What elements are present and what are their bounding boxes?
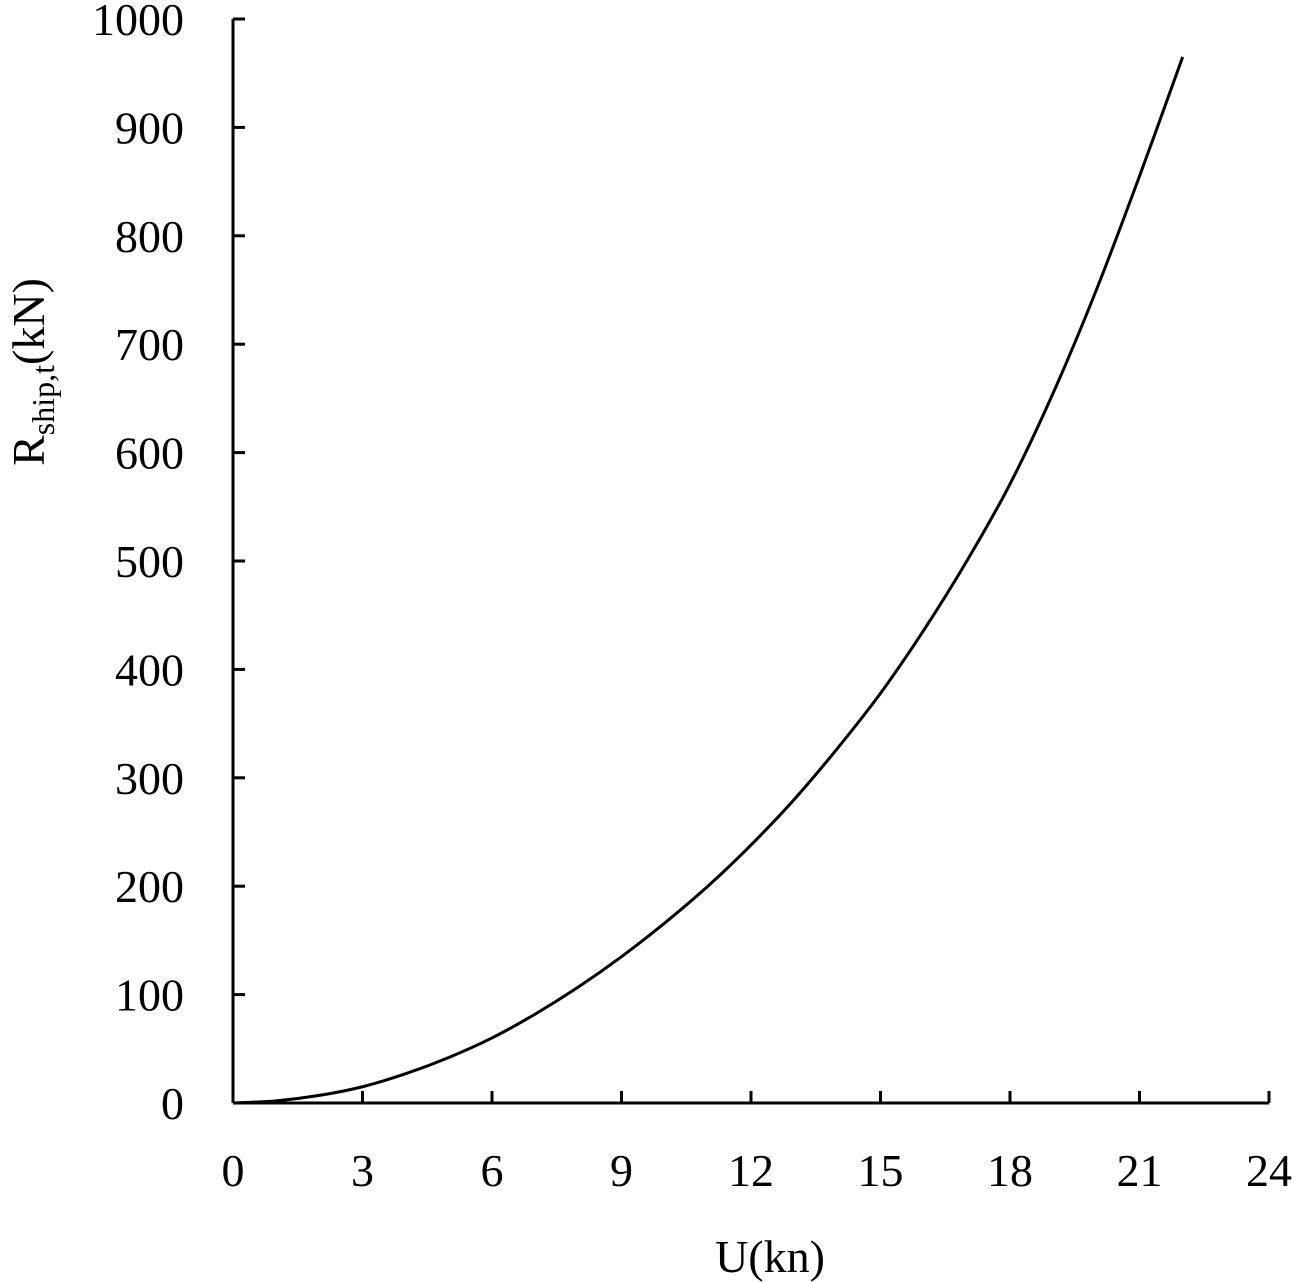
data-point bbox=[447, 1056, 450, 1059]
y-axis-title-main: R bbox=[3, 435, 54, 466]
x-tick-label: 3 bbox=[351, 1145, 374, 1196]
y-tick-label: 600 bbox=[115, 428, 184, 479]
x-axis-title: U(kn) bbox=[715, 1231, 825, 1282]
x-tick-label: 24 bbox=[1246, 1145, 1292, 1196]
data-point bbox=[275, 1099, 278, 1102]
x-tick-label: 0 bbox=[222, 1145, 245, 1196]
data-point bbox=[965, 560, 968, 563]
data-point bbox=[706, 885, 709, 888]
x-axis-ticks: 0 3 6 9 12 15 18 21 24 bbox=[222, 1091, 1292, 1196]
y-tick-label: 800 bbox=[115, 211, 184, 262]
data-point bbox=[491, 1036, 494, 1039]
x-tick-label: 12 bbox=[728, 1145, 774, 1196]
data-point bbox=[879, 692, 882, 695]
data-point bbox=[1138, 175, 1141, 178]
data-point bbox=[663, 922, 666, 925]
x-tick-label: 21 bbox=[1117, 1145, 1163, 1196]
y-tick-label: 400 bbox=[115, 644, 184, 695]
data-point bbox=[1095, 289, 1098, 292]
x-tick-label: 9 bbox=[610, 1145, 633, 1196]
data-point bbox=[232, 1102, 235, 1105]
series-layer bbox=[232, 55, 1185, 1105]
y-tick-label: 700 bbox=[115, 319, 184, 370]
y-axis-ticks: 0 100 200 300 400 500 600 700 800 900 1000 bbox=[92, 0, 245, 1129]
y-tick-label: 300 bbox=[115, 753, 184, 804]
y-axis-title: Rship,t(kN) bbox=[3, 278, 61, 466]
x-tick-label: 18 bbox=[987, 1145, 1033, 1196]
y-tick-label: 0 bbox=[161, 1078, 184, 1129]
data-point bbox=[404, 1072, 407, 1075]
data-point bbox=[534, 1013, 537, 1016]
data-point bbox=[620, 955, 623, 958]
data-point bbox=[577, 986, 580, 989]
y-axis-title-unit: (kN) bbox=[3, 278, 54, 365]
data-point bbox=[361, 1085, 364, 1088]
data-point bbox=[750, 844, 753, 847]
x-tick-label: 15 bbox=[858, 1145, 904, 1196]
series-line bbox=[232, 56, 1185, 1105]
y-tick-label: 900 bbox=[115, 102, 184, 153]
data-point bbox=[793, 798, 796, 801]
data-point bbox=[318, 1094, 321, 1097]
data-point bbox=[1181, 55, 1184, 58]
x-tick-label: 6 bbox=[481, 1145, 504, 1196]
data-point bbox=[922, 629, 925, 632]
data-point bbox=[1052, 391, 1055, 394]
y-tick-label: 200 bbox=[115, 861, 184, 912]
axes bbox=[231, 19, 1269, 1105]
y-tick-label: 100 bbox=[115, 970, 184, 1021]
y-tick-label: 500 bbox=[115, 536, 184, 587]
y-tick-label: 1000 bbox=[92, 0, 184, 45]
data-point bbox=[1009, 483, 1012, 486]
y-axis-title-subscript: ship,t bbox=[25, 365, 61, 435]
data-point bbox=[836, 747, 839, 750]
